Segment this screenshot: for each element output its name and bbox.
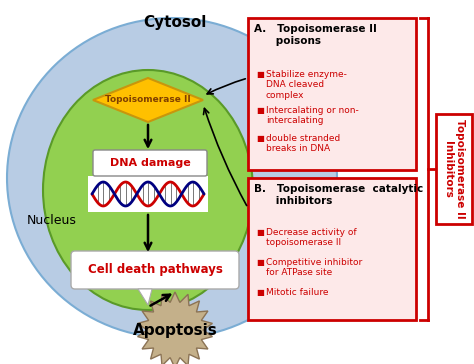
- Polygon shape: [138, 289, 152, 305]
- Polygon shape: [93, 78, 203, 122]
- Text: Competitive inhibitor
for ATPase site: Competitive inhibitor for ATPase site: [266, 258, 362, 277]
- Text: Mitotic failure: Mitotic failure: [266, 288, 328, 297]
- Text: DNA damage: DNA damage: [109, 158, 191, 168]
- FancyBboxPatch shape: [93, 150, 207, 176]
- Text: Decrease activity of
topoisomerase II: Decrease activity of topoisomerase II: [266, 228, 356, 248]
- Text: Cell death pathways: Cell death pathways: [88, 264, 222, 277]
- Text: ■: ■: [256, 288, 264, 297]
- Text: ■: ■: [256, 258, 264, 267]
- Text: double stranded
breaks in DNA: double stranded breaks in DNA: [266, 134, 340, 153]
- Text: Stabilize enzyme-
DNA cleaved
complex: Stabilize enzyme- DNA cleaved complex: [266, 70, 347, 100]
- Text: A.   Topoisomerase II
      poisons: A. Topoisomerase II poisons: [254, 24, 377, 46]
- Text: Nucleus: Nucleus: [27, 214, 77, 226]
- Text: Topoisomerase II: Topoisomerase II: [105, 95, 191, 104]
- FancyBboxPatch shape: [248, 178, 416, 320]
- Ellipse shape: [43, 70, 253, 310]
- Text: ■: ■: [256, 228, 264, 237]
- FancyBboxPatch shape: [71, 251, 239, 289]
- Text: Cytosol: Cytosol: [143, 15, 207, 30]
- FancyBboxPatch shape: [248, 18, 416, 170]
- FancyBboxPatch shape: [436, 114, 472, 224]
- Text: Apoptosis: Apoptosis: [133, 323, 218, 337]
- Ellipse shape: [7, 18, 337, 338]
- FancyBboxPatch shape: [88, 176, 208, 212]
- Text: ■: ■: [256, 70, 264, 79]
- Polygon shape: [137, 292, 212, 364]
- Text: ■: ■: [256, 106, 264, 115]
- Text: ■: ■: [256, 134, 264, 143]
- Text: B.   Topoisomerase  catalytic
      inhibitors: B. Topoisomerase catalytic inhibitors: [254, 184, 423, 206]
- Text: Intercalating or non-
intercalating: Intercalating or non- intercalating: [266, 106, 359, 126]
- Text: Topoisomerase II
Inhibitors: Topoisomerase II Inhibitors: [443, 119, 465, 219]
